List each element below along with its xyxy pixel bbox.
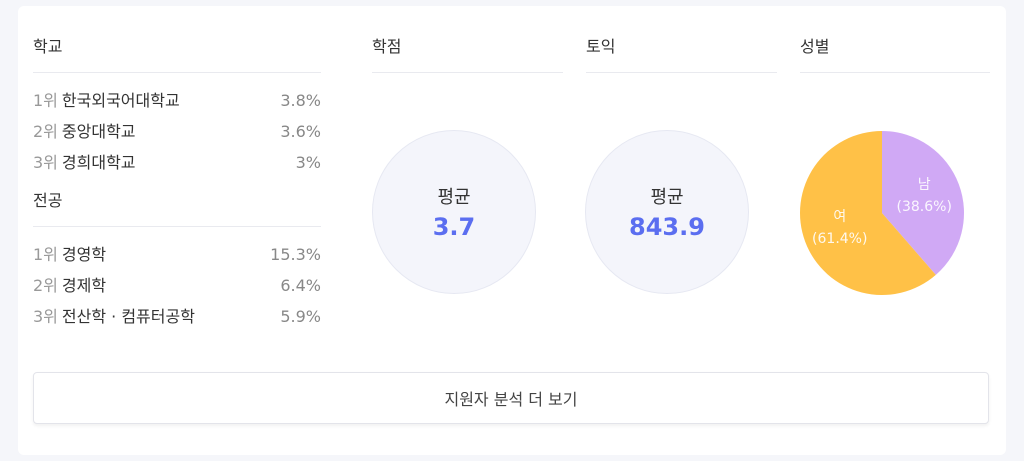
major-rank-item: 3위 전산학 · 컴퓨터공학 5.9% <box>33 301 321 332</box>
major-percent: 15.3% <box>270 245 321 264</box>
gpa-average-label: 평균 <box>437 187 471 208</box>
major-name: 경제학 <box>61 276 107 295</box>
gpa-average-circle: 평균 3.7 <box>372 130 536 294</box>
school-rank-item: 3위 경희대학교 3% <box>33 147 321 178</box>
toeic-average-label: 평균 <box>650 187 684 208</box>
major-rank-item: 2위 경제학 6.4% <box>33 270 321 301</box>
gender-column: 성별 <box>800 36 990 73</box>
more-analysis-button[interactable]: 지원자 분석 더 보기 <box>33 372 989 424</box>
rank-label: 2위 <box>33 122 58 141</box>
major-percent: 6.4% <box>280 276 321 295</box>
gender-header: 성별 <box>800 36 990 73</box>
rank-label: 1위 <box>33 91 58 110</box>
rank-label: 1위 <box>33 245 58 264</box>
gpa-column: 학점 <box>372 36 563 73</box>
gender-pie-chart: 남 (38.6%) 여 (61.4%) <box>800 131 964 295</box>
toeic-average-value: 843.9 <box>629 213 705 241</box>
pie-slice-female <box>800 131 936 295</box>
pie-slice-male <box>882 131 964 275</box>
major-list: 1위 경영학 15.3% 2위 경제학 6.4% 3위 전산학 · 컴퓨터공학 5.9% <box>33 239 321 332</box>
gpa-header: 학점 <box>372 36 563 73</box>
toeic-average-circle: 평균 843.9 <box>585 130 749 294</box>
major-percent: 5.9% <box>280 307 321 326</box>
school-name: 중앙대학교 <box>61 122 136 141</box>
gpa-average-value: 3.7 <box>432 213 476 241</box>
pie-percent-label: (61.4%) <box>812 231 867 247</box>
major-name: 경영학 <box>61 245 107 264</box>
school-percent: 3.8% <box>280 91 321 110</box>
school-major-column: 학교 1위 한국외국어대학교 3.8% 2위 중앙대학교 3.6% 3위 경희대학교 3% 전공… <box>33 36 321 332</box>
school-rank-item: 2위 중앙대학교 3.6% <box>33 116 321 147</box>
applicant-stats-card: 학교 1위 한국외국어대학교 3.8% 2위 중앙대학교 3.6% 3위 경희대학교 3% 전공… <box>18 6 1006 455</box>
school-percent: 3% <box>295 153 321 172</box>
school-name: 경희대학교 <box>61 153 136 172</box>
toeic-header: 토익 <box>586 36 777 73</box>
major-rank-item: 1위 경영학 15.3% <box>33 239 321 270</box>
major-header: 전공 <box>33 190 321 227</box>
school-header: 학교 <box>33 36 321 73</box>
major-name: 전산학 · 컴퓨터공학 <box>61 307 195 326</box>
toeic-column: 토익 <box>586 36 777 73</box>
school-list: 1위 한국외국어대학교 3.8% 2위 중앙대학교 3.6% 3위 경희대학교 3% <box>33 85 321 178</box>
pie-name-label: 여 <box>833 209 846 225</box>
school-rank-item: 1위 한국외국어대학교 3.8% <box>33 85 321 116</box>
school-percent: 3.6% <box>280 122 321 141</box>
pie-percent-label: (38.6%) <box>897 199 952 215</box>
pie-name-label: 남 <box>918 177 931 193</box>
rank-label: 2위 <box>33 276 58 295</box>
rank-label: 3위 <box>33 153 58 172</box>
rank-label: 3위 <box>33 307 58 326</box>
school-name: 한국외국어대학교 <box>61 91 180 110</box>
